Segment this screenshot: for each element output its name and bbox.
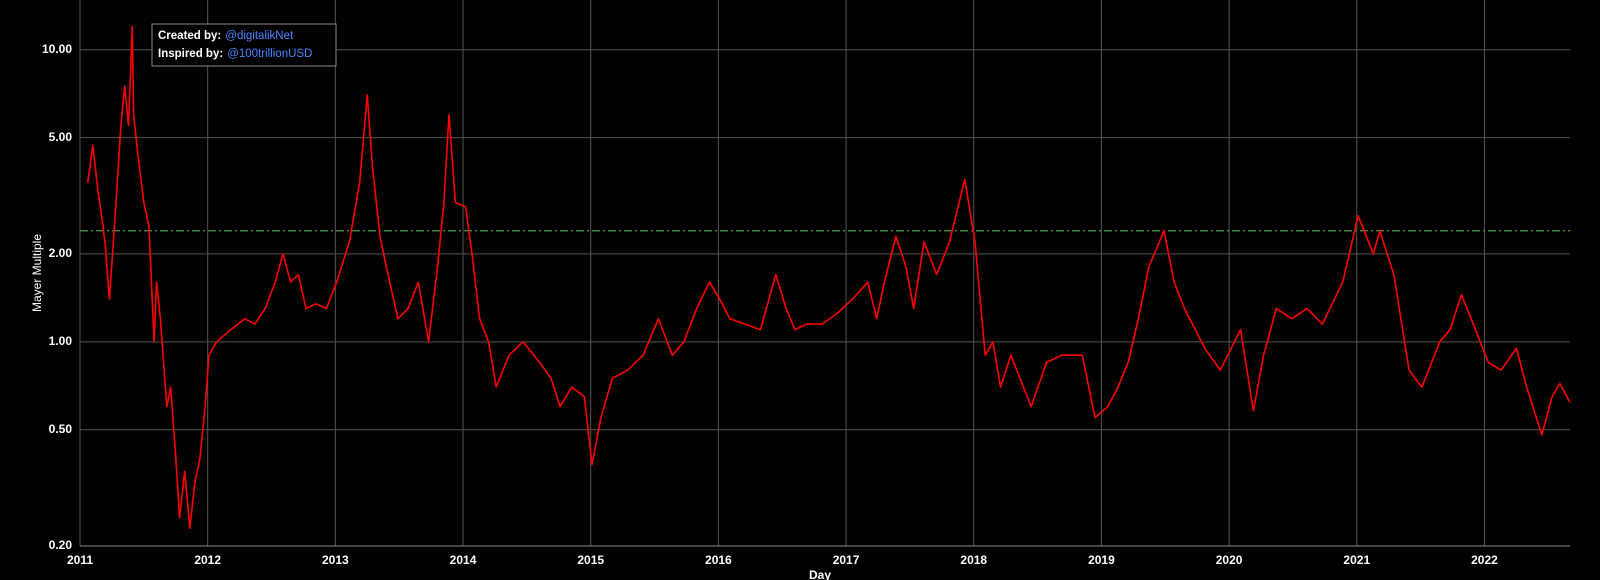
x-tick-label: 2015 bbox=[577, 553, 604, 567]
x-tick-label: 2013 bbox=[322, 553, 349, 567]
y-tick-label: 1.00 bbox=[49, 334, 73, 348]
credits-line: Created by: @digitalikNet bbox=[158, 30, 294, 42]
credits-frame bbox=[151, 23, 337, 67]
x-tick-label: 2011 bbox=[67, 553, 93, 567]
y-tick-label: 0.20 bbox=[49, 538, 73, 552]
y-tick-label: 10.00 bbox=[42, 42, 72, 56]
credit-label: Created by: bbox=[158, 30, 221, 42]
x-tick-label: 2020 bbox=[1216, 553, 1243, 567]
x-tick-label: 2014 bbox=[450, 553, 477, 567]
y-axis-label: Mayer Multiple bbox=[30, 234, 44, 312]
x-tick-label: 2017 bbox=[833, 553, 860, 567]
x-tick-label: 2022 bbox=[1471, 553, 1498, 567]
x-tick-label: 2018 bbox=[960, 553, 987, 567]
credits-line: Inspired by: @100trillionUSD bbox=[158, 48, 312, 60]
y-tick-label: 0.50 bbox=[49, 422, 73, 436]
x-tick-label: 2012 bbox=[194, 553, 221, 567]
x-axis-label: Day bbox=[809, 568, 831, 580]
credit-handle[interactable]: @100trillionUSD bbox=[227, 48, 312, 60]
data-line bbox=[86, 25, 1571, 530]
credit-handle[interactable]: @digitalikNet bbox=[225, 30, 294, 42]
x-tick-label: 2021 bbox=[1343, 553, 1370, 567]
y-tick-label: 2.00 bbox=[49, 246, 73, 260]
y-tick-label: 5.00 bbox=[49, 130, 73, 144]
credit-label: Inspired by: bbox=[158, 48, 223, 60]
x-tick-label: 2019 bbox=[1088, 553, 1115, 567]
x-tick-label: 2016 bbox=[705, 553, 732, 567]
